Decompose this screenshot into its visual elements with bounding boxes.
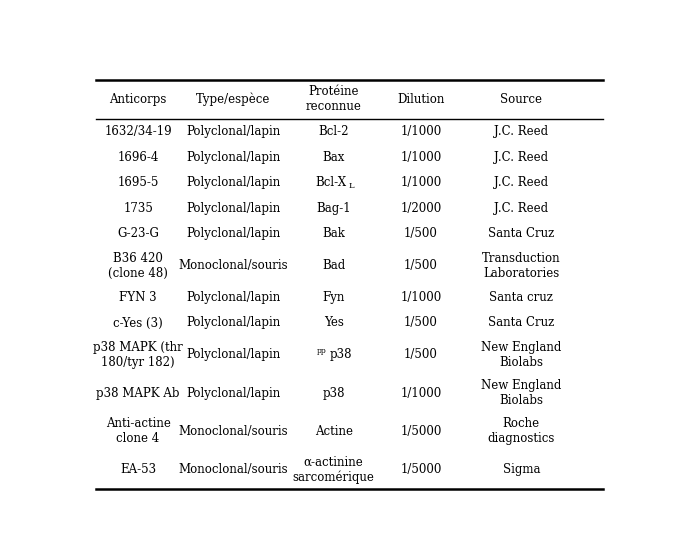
Text: FYN 3: FYN 3 [119, 291, 157, 304]
Text: New England
Biolabs: New England Biolabs [481, 341, 561, 369]
Text: 1/1000: 1/1000 [400, 150, 441, 164]
Text: J.C. Reed: J.C. Reed [494, 176, 548, 189]
Text: 1/5000: 1/5000 [400, 463, 441, 476]
Text: Type/espèce: Type/espèce [196, 93, 271, 106]
Text: J.C. Reed: J.C. Reed [494, 202, 548, 215]
Text: p38 MAPK (thr
180/tyr 182): p38 MAPK (thr 180/tyr 182) [93, 341, 183, 369]
Text: Polyclonal/lapin: Polyclonal/lapin [186, 125, 280, 138]
Text: Polyclonal/lapin: Polyclonal/lapin [186, 348, 280, 361]
Text: Polyclonal/lapin: Polyclonal/lapin [186, 387, 280, 400]
Text: Santa Cruz: Santa Cruz [488, 227, 554, 240]
Text: Source: Source [501, 93, 542, 106]
Text: Monoclonal/souris: Monoclonal/souris [179, 259, 288, 272]
Text: J.C. Reed: J.C. Reed [494, 125, 548, 138]
Text: B36 420
(clone 48): B36 420 (clone 48) [108, 252, 168, 280]
Text: p38: p38 [323, 387, 345, 400]
Text: p38: p38 [329, 348, 352, 361]
Text: p38 MAPK Ab: p38 MAPK Ab [96, 387, 180, 400]
Text: Fyn: Fyn [323, 291, 345, 304]
Text: L: L [349, 182, 354, 190]
Text: 1/1000: 1/1000 [400, 291, 441, 304]
Text: J.C. Reed: J.C. Reed [494, 150, 548, 164]
Text: c-Yes (3): c-Yes (3) [113, 316, 163, 329]
Text: 1695-5: 1695-5 [117, 176, 159, 189]
Text: Bak: Bak [322, 227, 345, 240]
Text: 1/1000: 1/1000 [400, 387, 441, 400]
Text: 1/2000: 1/2000 [400, 202, 441, 215]
Text: 1/1000: 1/1000 [400, 176, 441, 189]
Text: Bax: Bax [323, 150, 345, 164]
Text: 1/500: 1/500 [404, 227, 438, 240]
Text: Bcl-X: Bcl-X [316, 176, 346, 189]
Text: Santa Cruz: Santa Cruz [488, 316, 554, 329]
Text: EA-53: EA-53 [120, 463, 156, 476]
Text: Polyclonal/lapin: Polyclonal/lapin [186, 150, 280, 164]
Text: Yes: Yes [324, 316, 344, 329]
Text: 1/500: 1/500 [404, 348, 438, 361]
Text: Actine: Actine [314, 425, 353, 438]
Text: Anticorps: Anticorps [109, 93, 167, 106]
Text: 1696-4: 1696-4 [117, 150, 159, 164]
Text: Polyclonal/lapin: Polyclonal/lapin [186, 316, 280, 329]
Text: New England
Biolabs: New England Biolabs [481, 379, 561, 407]
Text: 1735: 1735 [123, 202, 153, 215]
Text: Polyclonal/lapin: Polyclonal/lapin [186, 291, 280, 304]
Text: Sigma: Sigma [503, 463, 540, 476]
Text: 1632/34-19: 1632/34-19 [104, 125, 172, 138]
Text: Santa cruz: Santa cruz [490, 291, 553, 304]
Text: Polyclonal/lapin: Polyclonal/lapin [186, 176, 280, 189]
Text: Protéine
reconnue: Protéine reconnue [306, 86, 361, 113]
Text: Monoclonal/souris: Monoclonal/souris [179, 425, 288, 438]
Text: Monoclonal/souris: Monoclonal/souris [179, 463, 288, 476]
Text: 1/500: 1/500 [404, 316, 438, 329]
Text: Roche
diagnostics: Roche diagnostics [488, 418, 555, 446]
Text: 1/500: 1/500 [404, 259, 438, 272]
Text: Anti-actine
clone 4: Anti-actine clone 4 [106, 418, 170, 446]
Text: 1/1000: 1/1000 [400, 125, 441, 138]
Text: α-actinine
sarcomérique: α-actinine sarcomérique [293, 456, 374, 484]
Text: G-23-G: G-23-G [117, 227, 159, 240]
Text: Polyclonal/lapin: Polyclonal/lapin [186, 202, 280, 215]
Text: 1/5000: 1/5000 [400, 425, 441, 438]
Text: Bag-1: Bag-1 [316, 202, 351, 215]
Text: Polyclonal/lapin: Polyclonal/lapin [186, 227, 280, 240]
Text: Bad: Bad [322, 259, 345, 272]
Text: Dilution: Dilution [397, 93, 445, 106]
Text: Transduction
Laboratories: Transduction Laboratories [482, 252, 561, 280]
Text: Bcl-2: Bcl-2 [318, 125, 349, 138]
Text: pp: pp [316, 348, 327, 356]
